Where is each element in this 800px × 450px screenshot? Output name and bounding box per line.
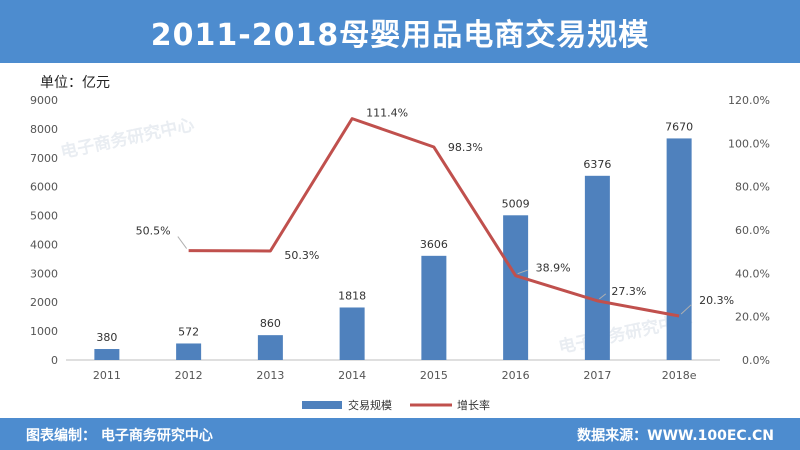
title-banner: 2011-2018母婴用品电商交易规模	[0, 0, 800, 63]
axes: 0 1000 2000 3000 4000 5000 6000 7000 8000 9000 0.0…	[30, 94, 770, 382]
y-left-tick-label: 1000	[30, 325, 58, 338]
y-right-tick-label: 60.0%	[735, 224, 770, 237]
y-left-tick-label: 8000	[30, 123, 58, 136]
bar	[666, 138, 692, 360]
y-right-tick-label: 0.0%	[742, 354, 770, 367]
watermark-text: 电子商务研究中心	[59, 114, 196, 163]
label-leader-line	[599, 293, 607, 300]
bar	[584, 175, 610, 360]
x-tick-label: 2017	[583, 369, 611, 382]
bar-value-label: 380	[96, 331, 117, 344]
bar-value-label: 6376	[583, 158, 611, 171]
label-leader-line	[517, 269, 528, 275]
x-tick-label: 2016	[502, 369, 530, 382]
growth-line-series	[188, 117, 680, 318]
growth-rate-label: 50.5%	[136, 225, 171, 238]
unit-label: 单位：亿元	[40, 75, 110, 91]
bar	[503, 215, 529, 360]
chart-title: 2011-2018母婴用品电商交易规模	[150, 17, 650, 53]
footer-source: 数据来源：WWW.100EC.CN	[577, 428, 774, 444]
label-leader-line	[680, 304, 692, 315]
y-right-tick-label: 20.0%	[735, 311, 770, 324]
legend-line-label: 增长率	[457, 398, 490, 412]
x-tick-label: 2013	[256, 369, 284, 382]
bar-value-label: 860	[260, 317, 281, 330]
footer-credit: 图表编制： 电子商务研究中心	[26, 428, 213, 444]
bar	[421, 255, 447, 360]
bar-value-label: 3606	[420, 238, 448, 251]
y-left-tick-label: 4000	[30, 238, 58, 251]
y-right-tick-label: 40.0%	[735, 267, 770, 280]
x-tick-label: 2015	[420, 369, 448, 382]
y-left-tick-label: 7000	[30, 152, 58, 165]
bar-value-label: 572	[178, 325, 199, 338]
y-left-tick-label: 3000	[30, 267, 58, 280]
x-tick-label: 2012	[175, 369, 203, 382]
bar-value-label: 5009	[502, 197, 530, 210]
bar	[339, 307, 365, 360]
bar-value-label: 7670	[665, 120, 693, 133]
footer: 图表编制： 电子商务研究中心 数据来源：WWW.100EC.CN	[0, 418, 800, 450]
bar	[94, 349, 120, 360]
growth-rate-label: 20.3%	[699, 294, 734, 307]
x-tick-label: 2014	[338, 369, 366, 382]
bar	[176, 343, 202, 360]
y-left-tick-label: 9000	[30, 94, 58, 107]
legend-bar-swatch	[302, 401, 342, 409]
growth-rate-label: 27.3%	[611, 285, 646, 298]
growth-line	[188, 117, 680, 318]
y-left-tick-label: 2000	[30, 296, 58, 309]
y-right-tick-label: 80.0%	[735, 181, 770, 194]
y-left-tick-label: 5000	[30, 210, 58, 223]
y-left-tick-label: 6000	[30, 181, 58, 194]
y-left-tick-label: 0	[51, 354, 58, 367]
bar	[257, 335, 283, 360]
growth-rate-label: 111.4%	[366, 107, 408, 120]
data-labels: 380 572 860 1818 3606 5009 6376 7670 50.5% 50.3% 1…	[96, 107, 734, 344]
y-right-tick-label: 100.0%	[728, 137, 770, 150]
x-tick-label: 2018e	[662, 369, 697, 382]
growth-rate-label: 50.3%	[284, 249, 319, 262]
y-right-tick-label: 120.0%	[728, 94, 770, 107]
bar-value-label: 1818	[338, 289, 366, 302]
legend-bar-label: 交易规模	[348, 398, 392, 412]
growth-rate-label: 38.9%	[536, 262, 571, 275]
x-tick-label: 2011	[93, 369, 121, 382]
bar-series	[94, 138, 692, 360]
legend: 交易规模 增长率	[302, 398, 490, 412]
label-leader-line	[177, 236, 188, 249]
growth-rate-label: 98.3%	[448, 141, 483, 154]
